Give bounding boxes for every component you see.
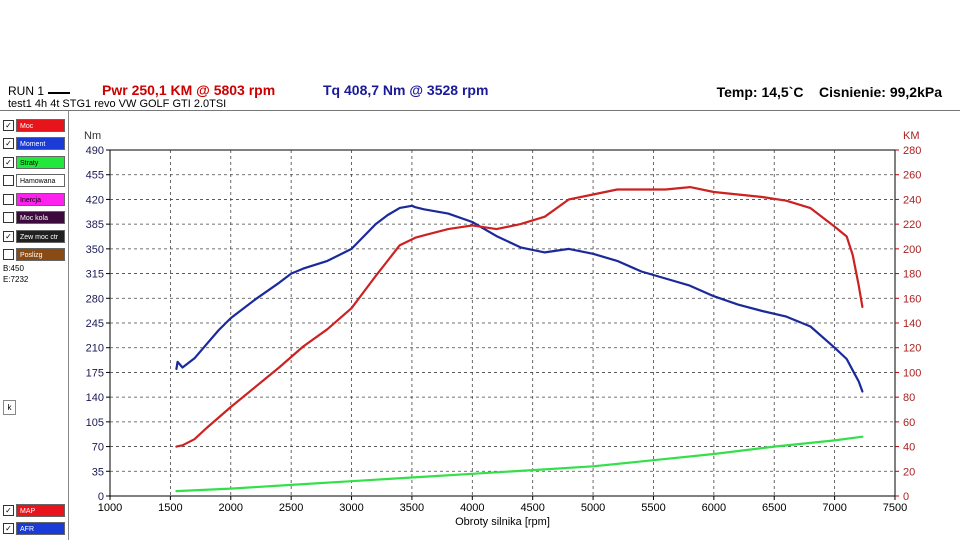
y-left-tick-label: 105 bbox=[86, 417, 104, 429]
test-description: test1 4h 4t STG1 revo VW GOLF GTI 2.0TSI bbox=[8, 98, 227, 110]
legend-swatch: MAP bbox=[16, 503, 65, 517]
environment-readout: Temp: 14,5`C Cisnienie: 99,2kPa bbox=[717, 84, 942, 100]
legend-item-straty[interactable]: ✓ Straty bbox=[3, 155, 65, 169]
legend-checkbox[interactable]: ✓ bbox=[3, 119, 14, 131]
y-right-tick-label: 180 bbox=[903, 269, 921, 281]
series-line-straty bbox=[175, 435, 864, 493]
x-tick-label: 6500 bbox=[762, 502, 786, 514]
meta-b: B:450 bbox=[3, 264, 24, 273]
y-right-tick-label: 140 bbox=[903, 318, 921, 330]
torque-readout: Tq 408,7 Nm @ 3528 rpm bbox=[323, 82, 489, 98]
dyno-chart-svg: 1000 1500 2000 2500 3000 3500 4000 4500 5000 5500… bbox=[84, 130, 921, 528]
legend-checkbox[interactable]: ✓ bbox=[3, 522, 14, 534]
y-right-tick-label: 0 bbox=[903, 491, 909, 503]
x-tick-label: 5000 bbox=[581, 502, 605, 514]
y-left-tick-label: 35 bbox=[92, 466, 104, 478]
legend-checkbox[interactable]: ✓ bbox=[3, 230, 14, 242]
meta-e: E:7232 bbox=[3, 275, 29, 284]
legend-swatch: Poslizg bbox=[16, 248, 65, 261]
legend-swatch: Zew moc ctr bbox=[16, 229, 65, 243]
x-tick-label: 5500 bbox=[641, 502, 665, 514]
y-right-tick-label: 80 bbox=[903, 392, 915, 404]
temperature-readout: Temp: 14,5`C bbox=[716, 84, 804, 100]
y-left-tick-label: 245 bbox=[86, 318, 104, 330]
series-line-moc bbox=[175, 185, 864, 448]
legend-swatch: AFR bbox=[16, 521, 65, 535]
y-left-tick-label: 420 bbox=[86, 194, 104, 206]
y-right-axis-title: KM bbox=[903, 130, 920, 142]
legend-checkbox[interactable]: ✓ bbox=[3, 138, 14, 149]
legend-panel: ✓ Moc ✓ Moment ✓ Straty Hamowana Inercja Moc kol… bbox=[0, 111, 69, 540]
y-right-tick-label: 20 bbox=[903, 466, 915, 478]
dyno-chart: 1000 1500 2000 2500 3000 3500 4000 4500 5000 5500… bbox=[69, 111, 960, 540]
y-left-tick-label: 455 bbox=[86, 170, 104, 182]
x-tick-label: 1000 bbox=[98, 502, 122, 514]
y-right-tick-label: 200 bbox=[903, 244, 921, 256]
power-readout: Pwr 250,1 KM @ 5803 rpm bbox=[102, 82, 276, 98]
x-tick-label: 4000 bbox=[460, 502, 484, 514]
y-right-tick-label: 260 bbox=[903, 170, 921, 182]
y-left-axis-title: Nm bbox=[84, 130, 101, 142]
legend-checkbox[interactable] bbox=[3, 249, 14, 260]
y-right-tick-label: 60 bbox=[903, 417, 915, 429]
y-left-tick-label: 315 bbox=[86, 269, 104, 281]
k-button[interactable]: k bbox=[3, 400, 16, 415]
y-left-tick-label: 70 bbox=[92, 442, 104, 454]
x-tick-label: 4500 bbox=[520, 502, 544, 514]
x-tick-label: 3500 bbox=[400, 502, 424, 514]
legend-item-poslizg[interactable]: Poslizg bbox=[3, 248, 65, 262]
y-left-tick-label: 385 bbox=[86, 219, 104, 231]
y-left-tick-label: 175 bbox=[86, 367, 104, 379]
x-tick-label: 2500 bbox=[279, 502, 303, 514]
legend-checkbox[interactable] bbox=[3, 193, 14, 205]
legend-item-moc[interactable]: ✓ Moc bbox=[3, 118, 65, 132]
legend-item-moc-kola[interactable]: Moc kola bbox=[3, 211, 65, 225]
y-right-tick-label: 160 bbox=[903, 293, 921, 305]
legend-item-zew-moc-ctr[interactable]: ✓ Zew moc ctr bbox=[3, 229, 65, 243]
run-label: RUN 1 bbox=[8, 84, 45, 98]
header-divider bbox=[0, 110, 960, 111]
legend-swatch: Hamowana bbox=[16, 174, 65, 187]
y-right-tick-label: 220 bbox=[903, 219, 921, 231]
x-tick-label: 2000 bbox=[219, 502, 243, 514]
x-tick-label: 3000 bbox=[339, 502, 363, 514]
y-right-tick-label: 40 bbox=[903, 442, 915, 454]
x-tick-label: 7000 bbox=[822, 502, 846, 514]
legend-swatch: Moment bbox=[16, 137, 65, 150]
y-left-tick-label: 0 bbox=[98, 491, 104, 503]
legend-item-map[interactable]: ✓ MAP bbox=[3, 503, 65, 517]
run-line-swatch bbox=[48, 92, 70, 94]
legend-swatch: Moc kola bbox=[16, 211, 65, 224]
y-left-tick-label: 210 bbox=[86, 343, 104, 355]
y-right-tick-label: 280 bbox=[903, 145, 921, 157]
legend-checkbox[interactable] bbox=[3, 175, 14, 186]
legend-swatch: Moc bbox=[16, 118, 65, 132]
x-tick-label: 7500 bbox=[883, 502, 907, 514]
x-tick-label: 6000 bbox=[702, 502, 726, 514]
legend-checkbox[interactable] bbox=[3, 212, 14, 223]
pressure-readout: Cisnienie: 99,2kPa bbox=[819, 84, 942, 100]
legend-item-hamowana[interactable]: Hamowana bbox=[3, 174, 65, 188]
y-left-tick-label: 350 bbox=[86, 244, 104, 256]
y-left-tick-label: 280 bbox=[86, 293, 104, 305]
y-right-tick-label: 100 bbox=[903, 367, 921, 379]
legend-item-inercja[interactable]: Inercja bbox=[3, 192, 65, 206]
x-tick-label: 1500 bbox=[158, 502, 182, 514]
x-axis-title: Obroty silnika [rpm] bbox=[455, 516, 550, 528]
series-line-moment bbox=[175, 204, 864, 393]
legend-item-afr[interactable]: ✓ AFR bbox=[3, 521, 65, 535]
legend-item-moment[interactable]: ✓ Moment bbox=[3, 137, 65, 151]
legend-swatch: Straty bbox=[16, 155, 65, 169]
y-left-tick-label: 490 bbox=[86, 145, 104, 157]
y-right-tick-label: 120 bbox=[903, 343, 921, 355]
y-right-tick-label: 240 bbox=[903, 194, 921, 206]
legend-swatch: Inercja bbox=[16, 192, 65, 206]
y-left-tick-label: 140 bbox=[86, 392, 104, 404]
legend-checkbox[interactable]: ✓ bbox=[3, 504, 14, 516]
legend-checkbox[interactable]: ✓ bbox=[3, 156, 14, 168]
